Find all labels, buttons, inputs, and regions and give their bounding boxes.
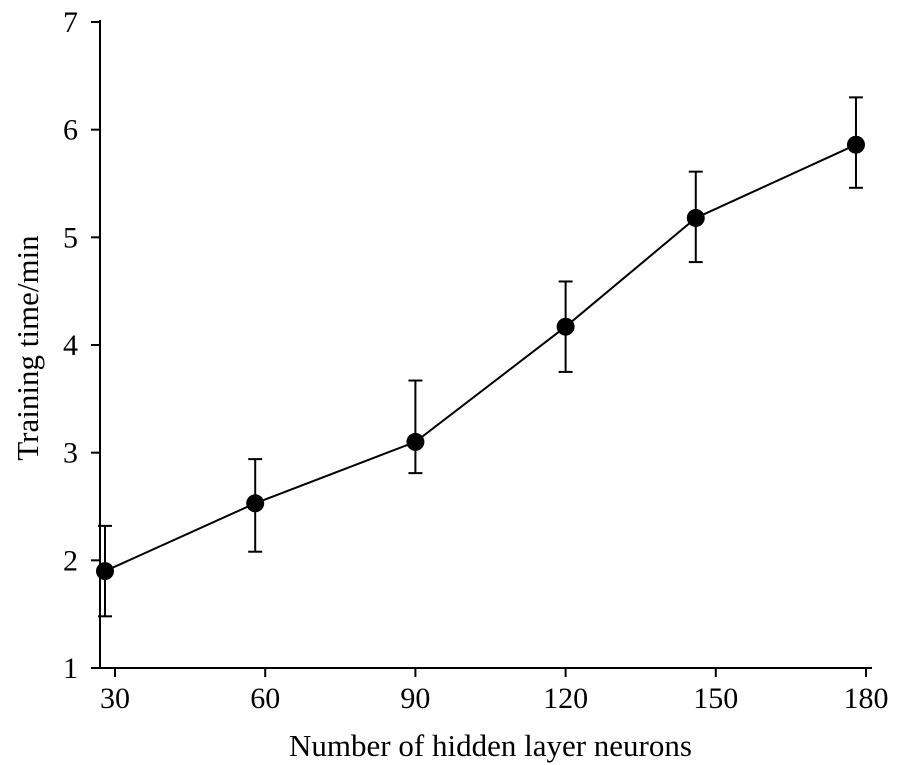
y-tick-label: 7 (63, 6, 78, 39)
x-tick-label: 60 (250, 682, 280, 715)
x-tick-label: 180 (843, 682, 888, 715)
x-tick-label: 30 (100, 682, 130, 715)
y-tick-label: 6 (63, 114, 78, 147)
x-ticks: 30 60 90 120 150 180 (100, 668, 888, 715)
series-line (104, 143, 857, 573)
y-tick-label: 2 (63, 544, 78, 577)
axes (99, 20, 872, 669)
y-tick-label: 3 (63, 437, 78, 470)
data-point (686, 208, 705, 227)
data-point (556, 317, 575, 336)
x-tick-label: 150 (693, 682, 738, 715)
y-tick-label: 4 (63, 329, 78, 362)
y-axis-title: Training time/min (10, 235, 45, 461)
data-point (246, 494, 265, 513)
y-tick-label: 1 (63, 652, 78, 685)
y-ticks: 1 2 3 4 5 6 7 (63, 6, 100, 685)
y-tick-label: 5 (63, 221, 78, 254)
error-bars (98, 96, 863, 618)
x-tick-label: 120 (543, 682, 588, 715)
x-axis-title: Number of hidden layer neurons (289, 728, 692, 763)
data-point (846, 135, 865, 154)
data-point (406, 432, 425, 451)
data-points (96, 135, 865, 581)
x-tick-label: 90 (400, 682, 430, 715)
data-point (96, 562, 115, 581)
